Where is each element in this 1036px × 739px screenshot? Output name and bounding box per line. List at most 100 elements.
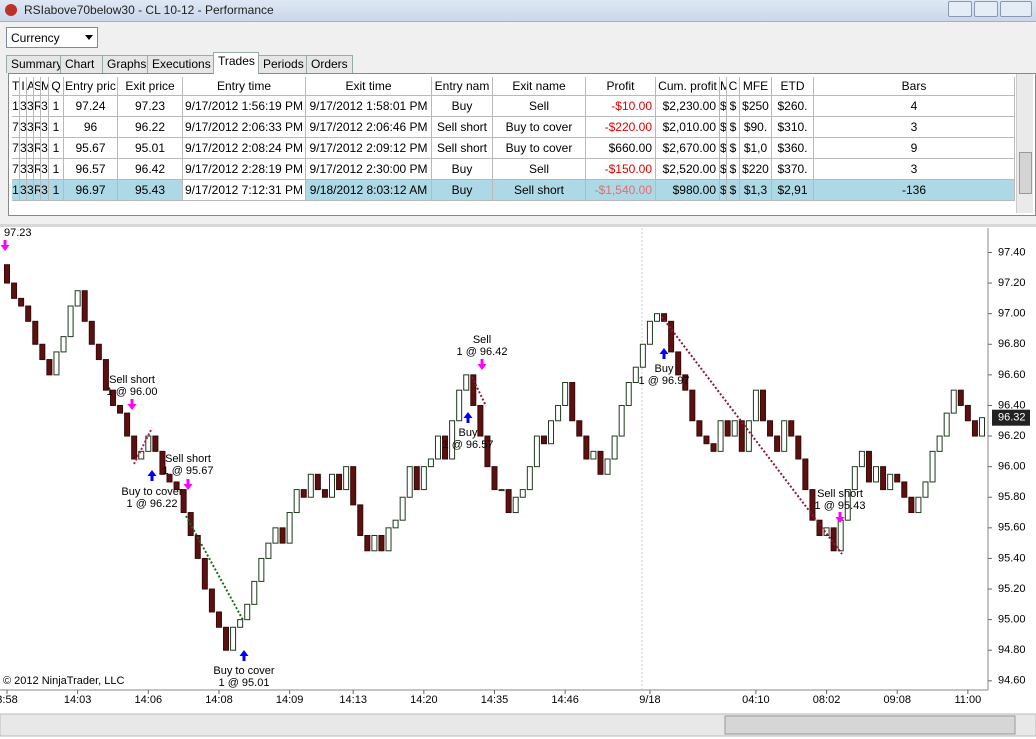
price-tick-label: 95.00 [998,614,1026,626]
candle [950,389,957,414]
column-header[interactable]: ETD [772,77,814,96]
trade-line [661,316,843,555]
column-header[interactable]: Q [49,77,64,96]
candle [336,473,343,491]
time-tick-label: 11:00 [955,694,982,706]
candle [18,297,25,307]
candle [102,359,109,391]
trade-action: Buy [655,363,674,375]
candle [208,588,215,613]
column-header[interactable]: M [720,77,727,96]
table-cell: -$10.00 [586,96,656,117]
tab[interactable]: Summary [6,55,62,73]
table-cell: 9/17/2012 2:30:00 PM [306,159,432,180]
price-tick-label: 97.00 [998,308,1026,320]
column-header[interactable]: Exit name [493,77,586,96]
candle [964,404,971,422]
table-cell: Buy [432,96,493,117]
candle [590,450,597,460]
trade-line [133,427,153,465]
trade-line [471,376,487,407]
column-header[interactable]: Exit price [118,77,183,96]
candle [865,450,872,483]
table-cell: 3 [20,117,27,138]
table-cell: R [34,96,41,117]
tab[interactable]: Periods [258,55,307,73]
buy-arrow [463,412,473,423]
tab[interactable]: Graphs [102,55,148,73]
time-tick-label: 14:06 [135,694,163,706]
column-header[interactable]: MFE [740,77,772,96]
time-tick-label: 09:08 [883,694,911,706]
tab[interactable]: Orders [306,55,353,73]
column-header[interactable]: S [34,77,41,96]
candle [81,290,88,322]
candle [53,351,60,376]
candle [745,420,752,452]
column-header[interactable]: T [12,77,20,96]
currency-dropdown[interactable]: Currency [6,27,98,48]
column-header[interactable]: Entry time [183,77,306,96]
tab[interactable]: Executions [147,55,214,73]
table-cell: Buy to cover [493,138,586,159]
column-header[interactable]: A [27,77,34,96]
candle [809,489,816,521]
close-button[interactable] [1000,1,1032,17]
dropdown-arrow [85,35,93,40]
column-header[interactable]: Cum. profit [656,77,720,96]
candle [159,450,166,475]
top-price-label: 97.23 [4,227,32,239]
trade-action: Buy [459,427,478,439]
table-cell: 1 [49,117,64,138]
candle [795,435,802,460]
candle [230,626,237,651]
table-scrollbar[interactable] [1016,74,1033,213]
sell-arrow [835,512,845,523]
candle [668,320,675,353]
title-bar: RSIabove70below30 - CL 10-12 - Performan… [0,0,1036,22]
column-header[interactable]: C [727,77,740,96]
maximize-button[interactable] [974,1,998,17]
chart-scroll-thumb[interactable] [724,715,1016,735]
table-cell: Sell short [432,138,493,159]
candle [39,343,46,361]
price-tick-label: 97.40 [998,246,1026,258]
column-header[interactable]: Entry pric [64,77,118,96]
trade-detail: 1 @ 96.42 [457,346,508,358]
column-header[interactable]: Exit time [306,77,432,96]
table-cell: Buy [432,159,493,180]
table-cell: 9/17/2012 2:28:19 PM [183,159,306,180]
candle [406,466,413,498]
candle [936,435,943,452]
column-header[interactable]: M [41,77,49,96]
candle [548,420,555,445]
scroll-thumb[interactable] [1019,152,1032,194]
tab[interactable]: Chart [60,55,103,73]
candle [251,580,258,605]
candle [477,404,484,437]
column-header[interactable]: I [20,77,27,96]
candle [675,351,682,376]
candle [265,542,272,559]
column-header[interactable]: Entry nam [432,77,493,96]
table-row[interactable]: 733R319696.229/17/2012 2:06:33 PM9/17/20… [9,117,1015,138]
table-cell: 7 [12,117,20,138]
candle [583,435,590,460]
candle [350,466,357,506]
column-header[interactable]: Profit [586,77,656,96]
candle [540,435,547,445]
minimize-button[interactable] [948,1,972,17]
candle [830,527,837,552]
table-cell: 3 [27,96,34,117]
splitter[interactable] [0,224,1036,227]
candle [611,435,618,460]
candle [456,389,463,422]
candle [215,611,222,628]
column-header[interactable]: Bars [814,77,1015,96]
tab[interactable]: Trades [213,52,259,74]
